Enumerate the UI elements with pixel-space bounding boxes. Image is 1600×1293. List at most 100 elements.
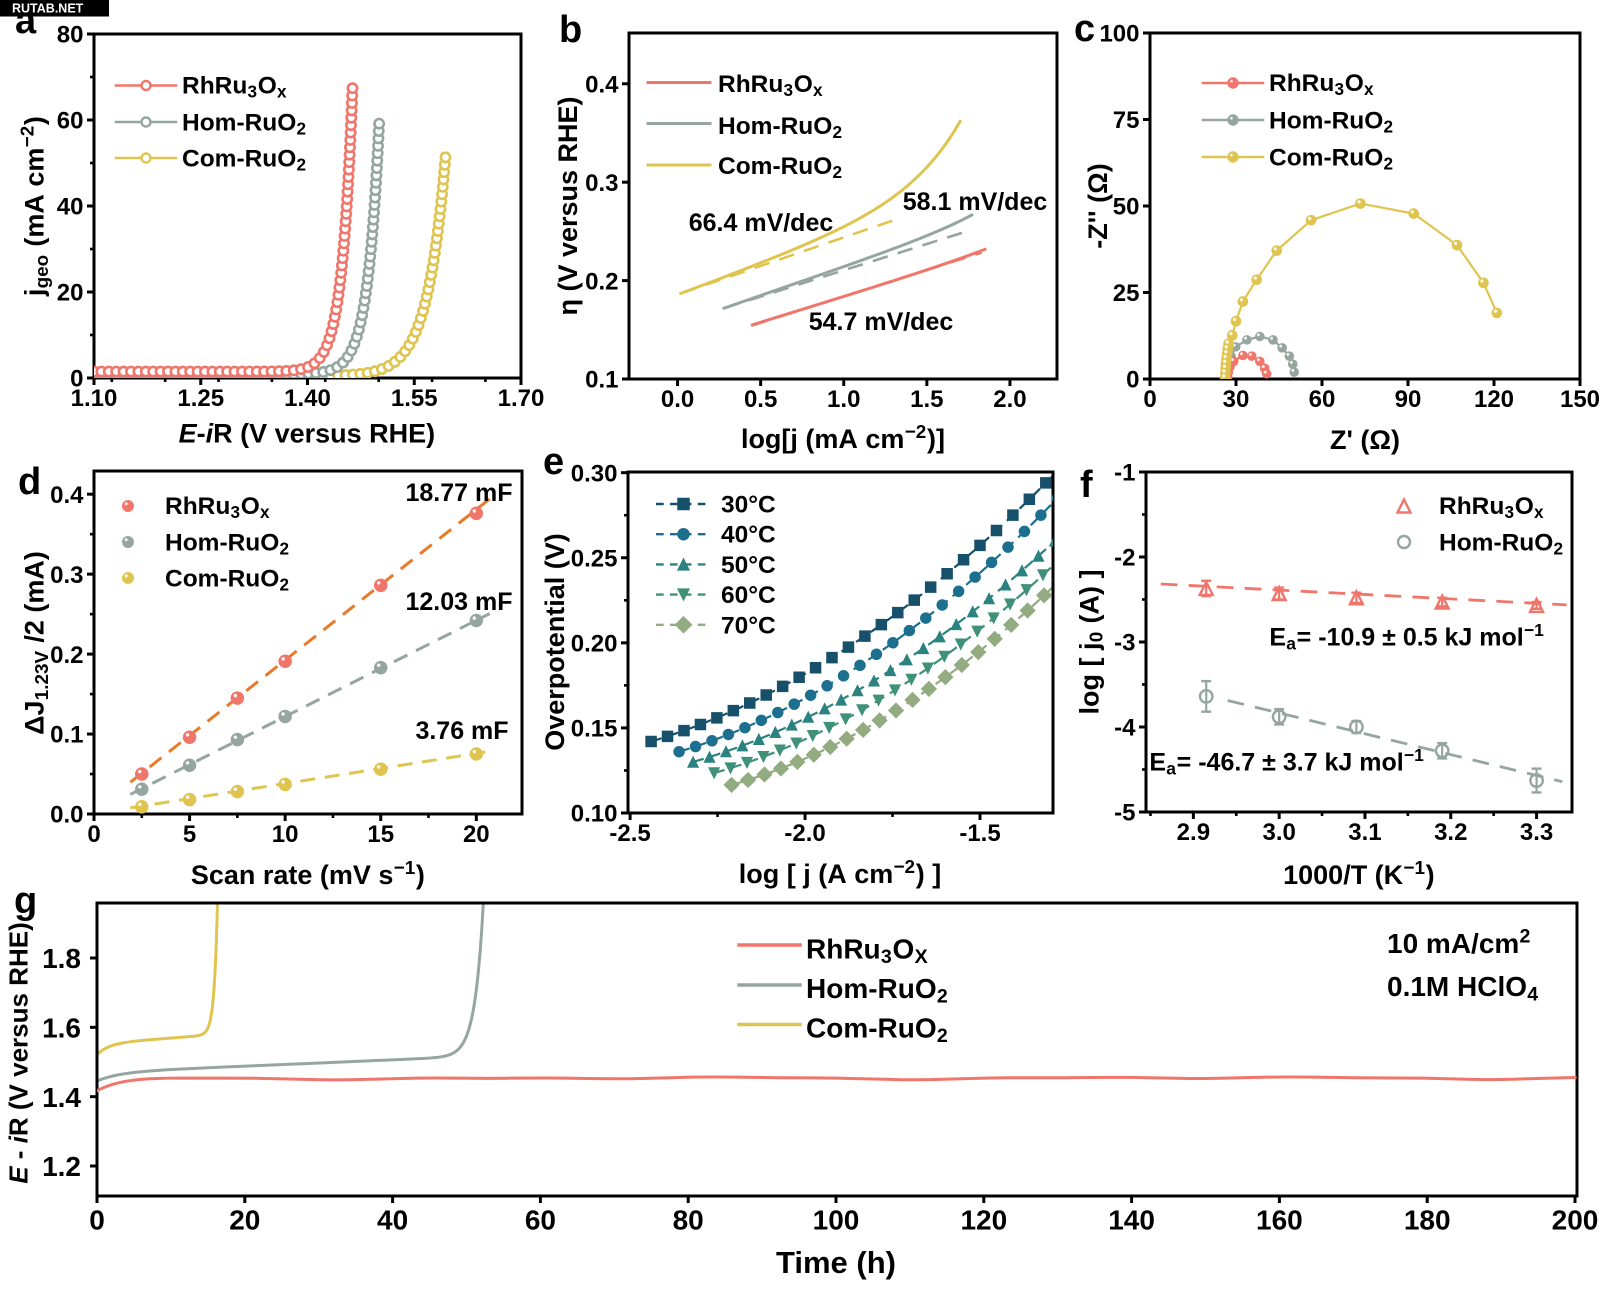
svg-text:58.1 mV/dec: 58.1 mV/dec bbox=[903, 188, 1048, 216]
svg-text:2.0: 2.0 bbox=[993, 386, 1026, 413]
svg-text:50°C: 50°C bbox=[721, 552, 776, 579]
svg-text:-2.0: -2.0 bbox=[784, 820, 825, 847]
svg-text:f: f bbox=[1080, 464, 1093, 506]
svg-text:0.1: 0.1 bbox=[50, 722, 83, 749]
svg-text:1.2: 1.2 bbox=[42, 1151, 81, 1182]
svg-text:E = - 4: E = - 4 6 . 7 ± 3 . 7 k J m o l a − 1 bbox=[1149, 745, 1424, 778]
svg-text:0.4: 0.4 bbox=[585, 71, 619, 98]
svg-text:75: 75 bbox=[1113, 107, 1140, 134]
svg-text:0 . 1 M: 0 . 1 M H C l O 4 bbox=[1387, 971, 1538, 1005]
svg-text:H o m - R: H o m - R u O 2 bbox=[1439, 529, 1563, 558]
svg-text:1.25: 1.25 bbox=[177, 385, 224, 412]
svg-text:C o m - R: C o m - R u O 2 bbox=[1269, 144, 1393, 173]
svg-text:1.5: 1.5 bbox=[910, 386, 943, 413]
svg-text:C o m - R: C o m - R u O 2 bbox=[182, 145, 306, 174]
svg-text:0.3: 0.3 bbox=[585, 170, 618, 197]
svg-text:1.55: 1.55 bbox=[391, 385, 438, 412]
svg-text:180: 180 bbox=[1404, 1204, 1451, 1235]
svg-text:0.5: 0.5 bbox=[744, 386, 777, 413]
svg-text:30: 30 bbox=[1223, 386, 1250, 413]
svg-text:0: 0 bbox=[1126, 367, 1139, 394]
svg-text:0.15: 0.15 bbox=[571, 716, 618, 743]
svg-text:0.1: 0.1 bbox=[585, 367, 618, 394]
svg-text:-1: -1 bbox=[1114, 460, 1135, 487]
svg-text:l o g [ j: l o g [ j ( m A c m ) ] − 2 bbox=[741, 422, 949, 454]
svg-text:120: 120 bbox=[1474, 386, 1514, 413]
svg-text:e: e bbox=[543, 441, 564, 483]
svg-text:E i - R: E i - R ( V v e r s u s R H E ) bbox=[179, 419, 436, 449]
svg-text:18.77 mF: 18.77 mF bbox=[405, 479, 512, 507]
svg-text:R h R u O: R h R u O 3 x bbox=[182, 73, 287, 102]
svg-text:0.30: 0.30 bbox=[571, 460, 618, 487]
svg-text:-1.5: -1.5 bbox=[959, 820, 1000, 847]
svg-text:3.3: 3.3 bbox=[1520, 819, 1553, 846]
svg-text:1 0 0 0 /: 1 0 0 0 / T ( K ) − 1 bbox=[1283, 858, 1439, 890]
svg-text:j ( m A: j ( m A c m ) g e o − 2 bbox=[18, 112, 53, 298]
svg-text:-2: -2 bbox=[1114, 545, 1135, 572]
svg-text:0.4: 0.4 bbox=[50, 482, 84, 509]
svg-text:-Z'' (Ω): -Z'' (Ω) bbox=[1083, 163, 1113, 248]
svg-text:0.0: 0.0 bbox=[661, 386, 694, 413]
svg-text:54.7 mV/dec: 54.7 mV/dec bbox=[809, 308, 954, 336]
svg-text:90: 90 bbox=[1395, 386, 1422, 413]
svg-text:20: 20 bbox=[57, 280, 84, 307]
svg-text:50: 50 bbox=[1113, 194, 1140, 221]
svg-text:10: 10 bbox=[272, 821, 299, 848]
svg-text:H o m - R: H o m - R u O 2 bbox=[182, 109, 306, 138]
svg-text:1.40: 1.40 bbox=[284, 385, 331, 412]
svg-text:0.0: 0.0 bbox=[50, 802, 83, 829]
svg-text:66.4 mV/dec: 66.4 mV/dec bbox=[689, 209, 834, 237]
svg-text:Z' (Ω): Z' (Ω) bbox=[1330, 425, 1400, 455]
svg-text:140: 140 bbox=[1108, 1204, 1155, 1235]
svg-text:5: 5 bbox=[183, 821, 196, 848]
svg-text:C o m - R: C o m - R u O 2 bbox=[165, 565, 289, 594]
svg-text:15: 15 bbox=[367, 821, 394, 848]
svg-text:0.20: 0.20 bbox=[571, 631, 618, 658]
svg-text:20: 20 bbox=[463, 821, 490, 848]
svg-text:-5: -5 bbox=[1114, 800, 1135, 827]
svg-text:l o g [: l o g [ j ( A c m ) ] − 2 bbox=[739, 857, 946, 889]
svg-text:d: d bbox=[18, 461, 41, 503]
svg-text:1.70: 1.70 bbox=[498, 385, 545, 412]
svg-text:0.10: 0.10 bbox=[571, 801, 618, 828]
svg-text:0.2: 0.2 bbox=[50, 642, 83, 669]
svg-text:H o m - R: H o m - R u O 2 bbox=[806, 973, 948, 1007]
svg-text:40: 40 bbox=[377, 1204, 408, 1235]
svg-text:g: g bbox=[14, 880, 37, 922]
svg-text:0: 0 bbox=[89, 1204, 105, 1235]
svg-text:RUTAB.NET: RUTAB.NET bbox=[12, 2, 84, 16]
svg-text:60°C: 60°C bbox=[721, 582, 776, 609]
svg-text:30°C: 30°C bbox=[721, 492, 776, 519]
svg-text:60: 60 bbox=[1309, 386, 1336, 413]
svg-text:3.76 mF: 3.76 mF bbox=[415, 717, 508, 745]
svg-text:1.4: 1.4 bbox=[42, 1082, 81, 1113]
svg-text:H o m - R: H o m - R u O 2 bbox=[1269, 107, 1393, 136]
svg-text:Time (h): Time (h) bbox=[776, 1245, 896, 1280]
svg-text:S c a n: S c a n r a t e ( m V s ) − 1 bbox=[191, 858, 430, 890]
svg-text:0: 0 bbox=[1143, 386, 1156, 413]
svg-text:12.03 mF: 12.03 mF bbox=[405, 588, 512, 616]
svg-text:3.1: 3.1 bbox=[1348, 819, 1381, 846]
svg-text:3.2: 3.2 bbox=[1434, 819, 1467, 846]
svg-text:H o m - R: H o m - R u O 2 bbox=[718, 113, 842, 142]
svg-text:E = - 1: E = - 1 0 . 9 ± 0 . 5 k J m o l a − 1 bbox=[1269, 620, 1544, 653]
svg-text:0.2: 0.2 bbox=[585, 268, 618, 295]
svg-text:25: 25 bbox=[1113, 280, 1140, 307]
svg-text:3.0: 3.0 bbox=[1262, 819, 1295, 846]
svg-text:Overpotential (V): Overpotential (V) bbox=[540, 533, 570, 751]
svg-text:1.10: 1.10 bbox=[71, 385, 118, 412]
svg-text:100: 100 bbox=[1099, 21, 1139, 48]
svg-text:60: 60 bbox=[525, 1204, 556, 1235]
svg-text:160: 160 bbox=[1256, 1204, 1303, 1235]
svg-text:H o m - R: H o m - R u O 2 bbox=[165, 529, 289, 558]
svg-text:Δ J / 2: Δ J / 2 ( m A ) 1 . 2 3 V bbox=[20, 547, 53, 735]
svg-text:-2.5: -2.5 bbox=[609, 820, 650, 847]
svg-text:C o m - R: C o m - R u O 2 bbox=[718, 153, 842, 182]
svg-text:80: 80 bbox=[57, 22, 84, 49]
svg-text:200: 200 bbox=[1552, 1204, 1599, 1235]
svg-text:2.9: 2.9 bbox=[1177, 819, 1210, 846]
svg-text:l o g [: l o g [ j ( A ) ] 0 bbox=[1074, 565, 1107, 714]
svg-text:60: 60 bbox=[57, 108, 84, 135]
svg-text:0: 0 bbox=[70, 366, 83, 393]
svg-text:0: 0 bbox=[87, 821, 100, 848]
